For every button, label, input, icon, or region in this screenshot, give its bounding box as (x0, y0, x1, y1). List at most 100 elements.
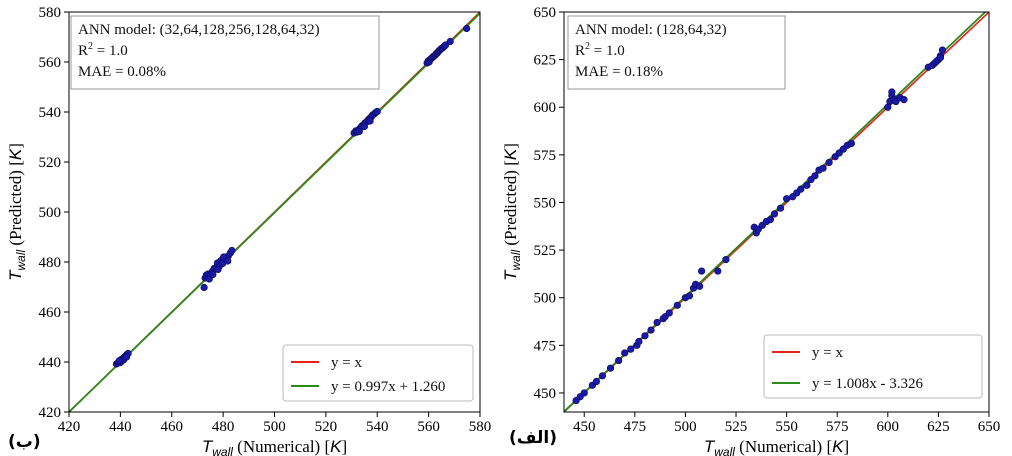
x-label-text: (Numerical) [ (735, 437, 833, 456)
left-chart: 420 440 460 480 500 520 540 560 580 420 440 460 480 5… (6, 5, 491, 456)
x-tick-label: 480 (212, 419, 235, 435)
x-tick-label: 560 (417, 419, 440, 435)
x-tick-label: 580 (469, 419, 492, 435)
y-label-text: (Predicted) [ (501, 160, 520, 250)
data-point (673, 301, 681, 309)
data-point (776, 204, 785, 212)
y-tick-label: 625 (534, 53, 557, 69)
data-point (695, 282, 704, 290)
panel-tag: (ب) (8, 432, 41, 452)
y-label-unit: K (6, 148, 25, 160)
data-point (797, 185, 805, 193)
y-label-symbol: T (501, 269, 520, 281)
data-points (572, 46, 947, 405)
data-points (112, 24, 471, 368)
data-point (900, 96, 908, 104)
data-point (621, 349, 629, 357)
data-point (698, 267, 706, 275)
data-point (714, 267, 722, 275)
y-tick-label: 580 (39, 5, 62, 21)
x-label-symbol: T (202, 437, 214, 456)
y-axis-label: Twall (Predicted) [K] (501, 143, 523, 281)
data-point (685, 292, 694, 300)
legend-box (763, 334, 983, 399)
data-point (770, 210, 779, 218)
data-point (635, 337, 643, 346)
x-tick-label: 540 (366, 419, 389, 435)
x-tick-label: 450 (573, 419, 596, 435)
x-tick-label: 625 (927, 419, 950, 435)
data-point (592, 377, 600, 386)
y-tick-label: 575 (534, 148, 557, 164)
data-point (722, 256, 730, 264)
x-tick-label: 500 (263, 419, 286, 435)
data-point (606, 364, 615, 372)
data-point (122, 353, 131, 361)
y-tick-label: 560 (39, 55, 62, 71)
data-point (647, 326, 655, 334)
data-point (209, 270, 217, 279)
data-point (228, 246, 236, 255)
mae-value: MAE = 0.08% (78, 64, 166, 80)
y-tick-label: 420 (39, 405, 62, 421)
x-label-end: ] (843, 437, 849, 456)
plot-frame (563, 11, 990, 413)
r-squared: R2 = 1.0 (78, 41, 128, 59)
data-point (200, 283, 208, 292)
y-label-unit: K (501, 148, 520, 160)
data-point (355, 127, 363, 136)
panel-tag: (الف) (509, 428, 557, 448)
data-point (803, 181, 811, 189)
y-label-end: ] (6, 143, 25, 149)
legend-identity-label: y = x (812, 345, 843, 361)
data-point (665, 309, 673, 317)
data-point (627, 345, 635, 353)
x-label-subscript: wall (212, 445, 233, 456)
y-tick-label: 460 (39, 305, 62, 321)
data-point (446, 37, 454, 46)
data-point (598, 372, 607, 380)
y-label-end: ] (501, 143, 520, 149)
data-point (783, 195, 791, 203)
x-label-symbol: T (704, 437, 716, 456)
x-tick-label: 575 (826, 419, 849, 435)
r2-value: = 1.0 (590, 43, 625, 59)
y-tick-label: 525 (534, 243, 557, 259)
r2-prefix: R (78, 43, 88, 59)
right-chart: 450 475 500 525 550 575 600 625 650 450 475 500 525 5… (501, 5, 1000, 456)
y-tick-label: 475 (534, 338, 557, 354)
y-tick-label: 540 (39, 105, 62, 121)
legend-box (282, 344, 474, 402)
data-point (463, 24, 471, 33)
data-point (888, 88, 896, 96)
y-label-text: (Predicted) [ (6, 160, 25, 250)
r2-superscript: 2 (88, 41, 93, 52)
model-info-box (70, 15, 380, 90)
data-point (366, 117, 374, 125)
x-label-unit: K (832, 437, 844, 456)
data-point (214, 265, 222, 274)
y-tick-label: 500 (39, 205, 62, 221)
y-tick-label: 480 (39, 255, 62, 271)
x-tick-label: 600 (877, 419, 900, 435)
legend-fit-label: y = 0.997x + 1.260 (331, 379, 445, 395)
x-label-text: (Numerical) [ (233, 437, 331, 456)
model-info-box (567, 15, 786, 90)
y-tick-label: 600 (534, 100, 557, 116)
x-axis-label: Twall (Numerical) [K] (202, 437, 347, 456)
y-tick-label: 440 (39, 355, 62, 371)
data-point (580, 389, 588, 397)
data-point (615, 356, 623, 365)
legend-identity-label: y = x (331, 355, 362, 371)
x-tick-label: 475 (624, 419, 647, 435)
r-squared: R2 = 1.0 (575, 41, 625, 59)
r2-prefix: R (575, 43, 585, 59)
x-tick-label: 440 (109, 419, 132, 435)
data-point (938, 46, 947, 54)
y-label-symbol: T (6, 269, 25, 281)
x-tick-label: 420 (58, 419, 81, 435)
y-tick-label: 520 (39, 155, 62, 171)
data-point (847, 139, 855, 148)
x-tick-label: 460 (161, 419, 184, 435)
